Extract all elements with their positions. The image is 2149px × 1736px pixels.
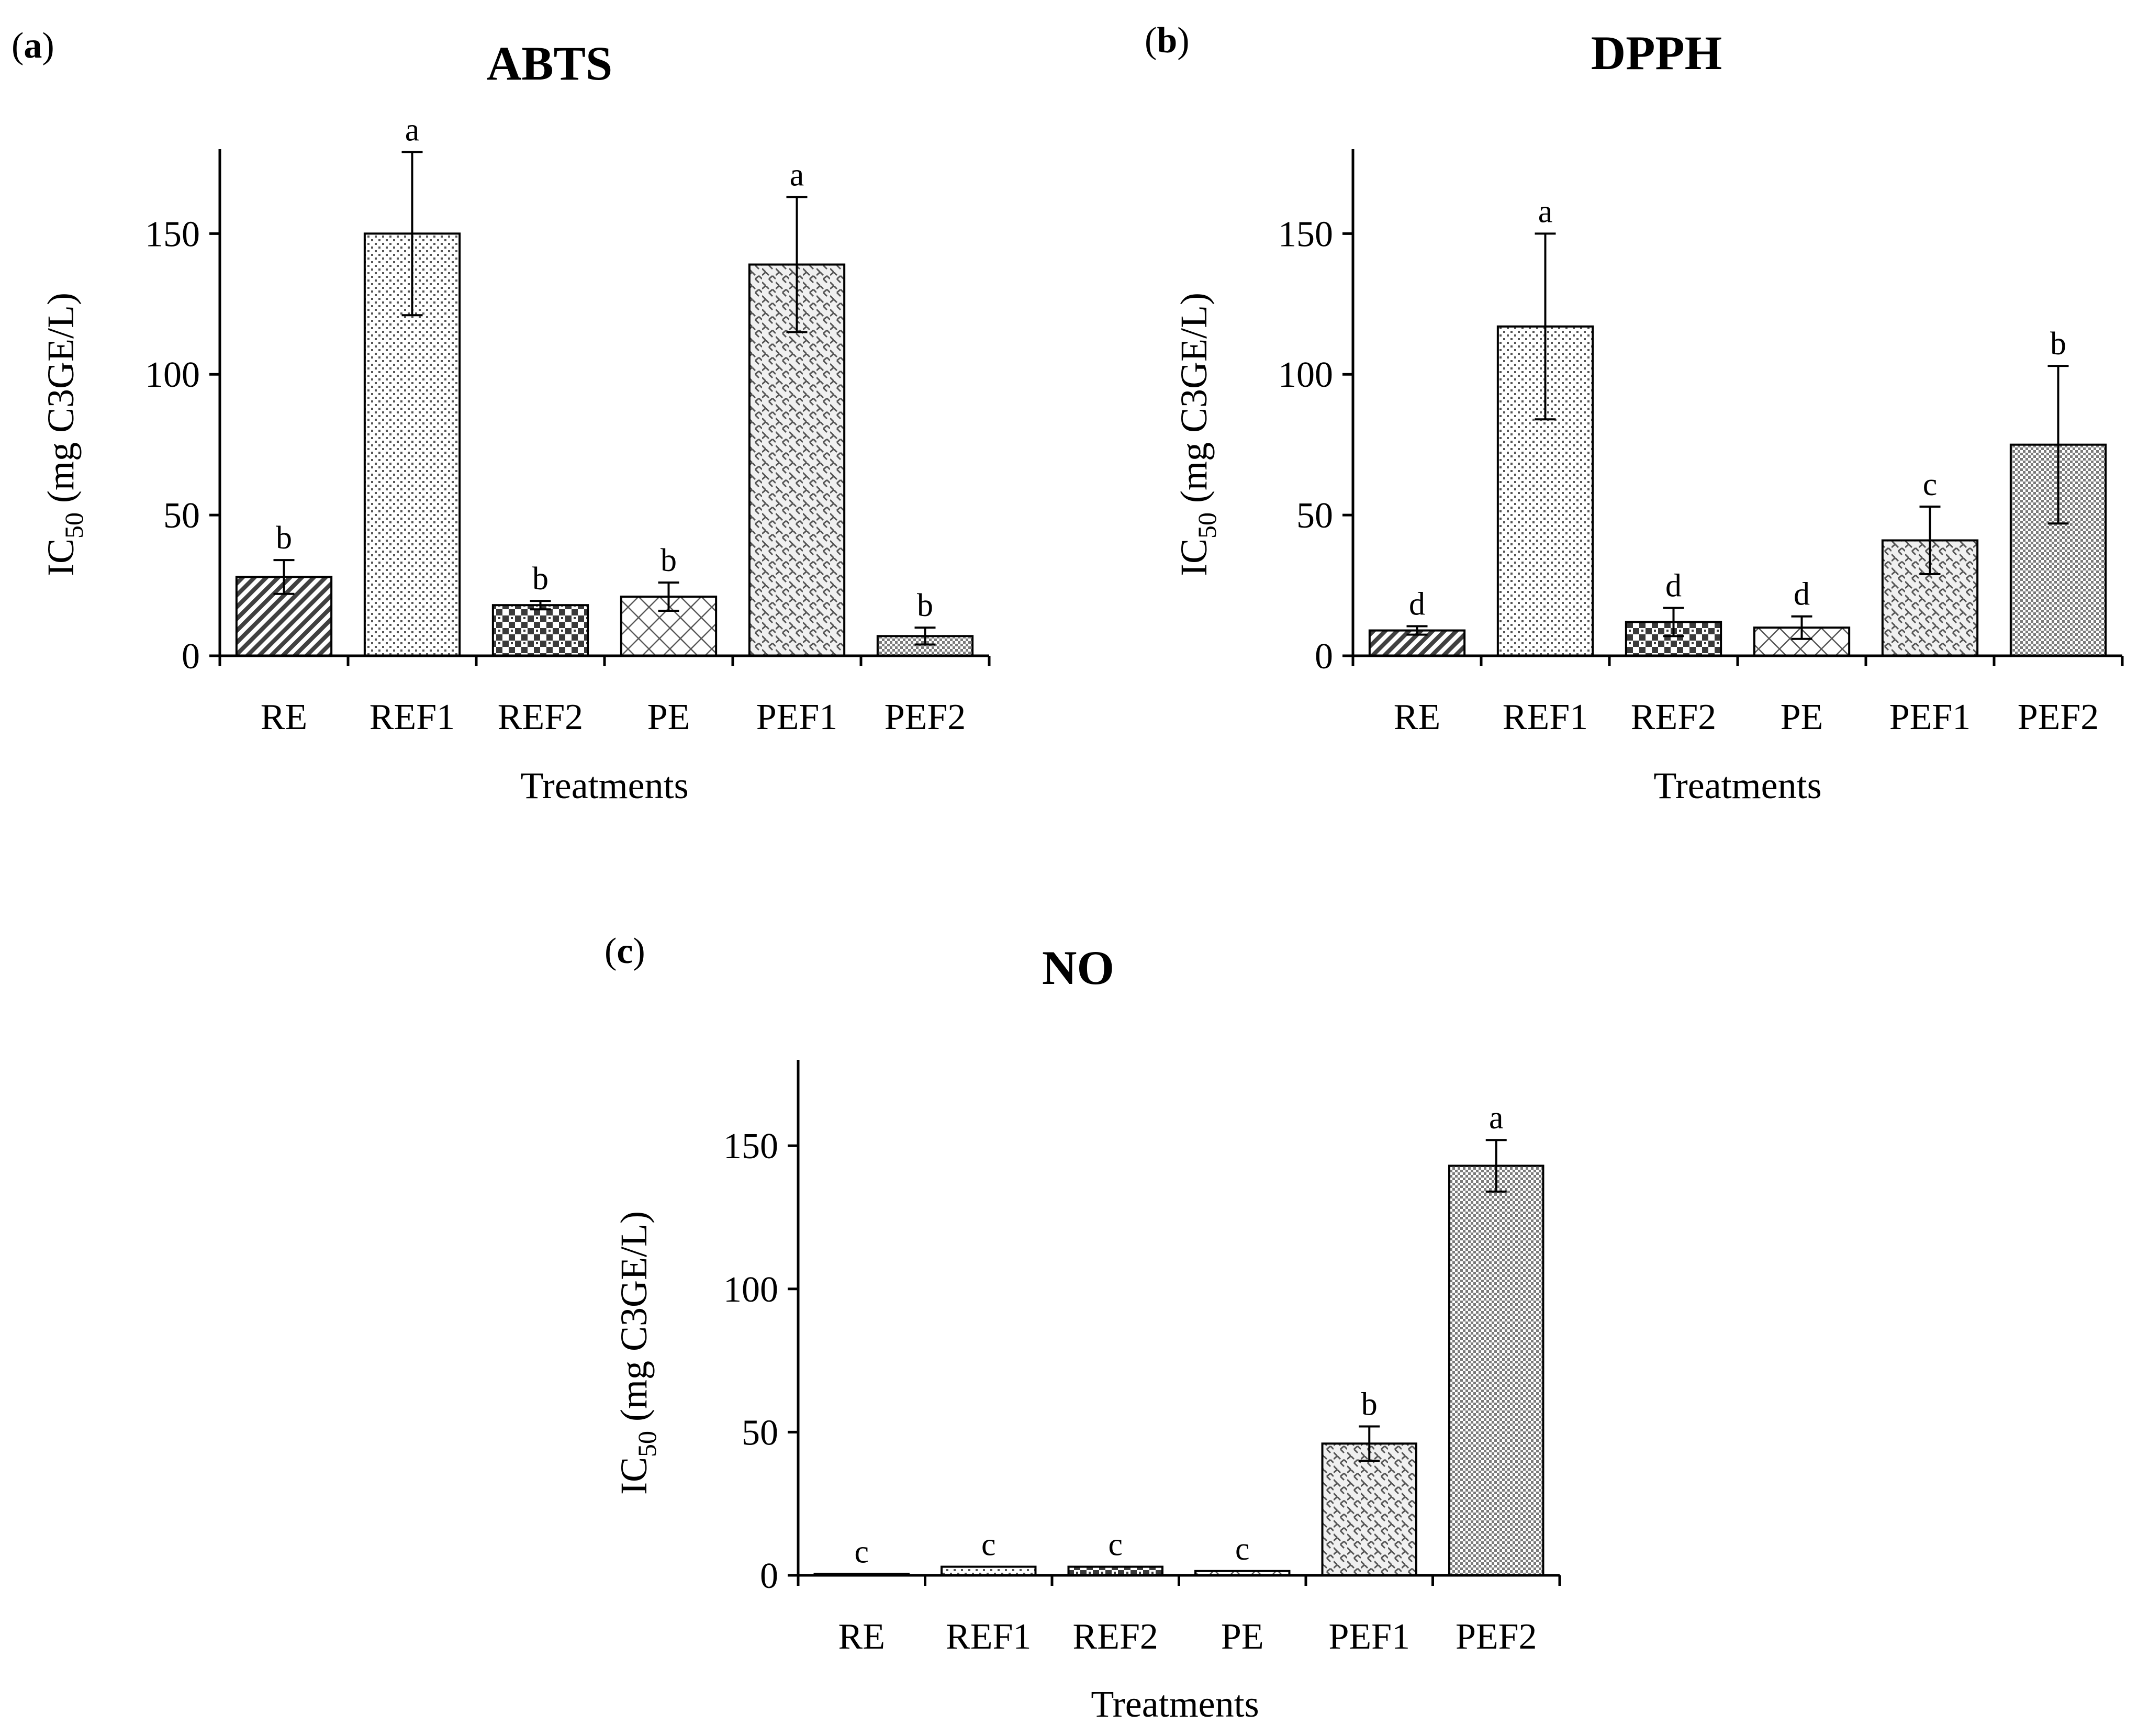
significance-letter: c: [1108, 1527, 1123, 1563]
significance-letter: c: [854, 1534, 869, 1570]
y-tick-label: 150: [723, 1126, 778, 1167]
significance-letter: a: [790, 157, 804, 193]
bar-pef2: [1448, 1164, 1544, 1576]
x-tick-label: REF1: [370, 697, 455, 737]
y-tick-label: 0: [1315, 636, 1333, 677]
x-axis-label: Treatments: [520, 765, 688, 807]
significance-letter: b: [532, 561, 549, 597]
bar-pef1: [1321, 1442, 1417, 1577]
x-tick-label: PEF2: [2018, 697, 2099, 737]
x-tick-label: RE: [261, 697, 307, 737]
y-axis-label: IC50 (mg C3GE/L): [613, 1211, 662, 1495]
x-tick-label: REF1: [946, 1617, 1031, 1657]
significance-letter: c: [1235, 1531, 1250, 1567]
y-axis-label: IC50 (mg C3GE/L): [1173, 293, 1222, 576]
y-axis-label: IC50 (mg C3GE/L): [40, 293, 88, 576]
significance-letter: b: [917, 588, 933, 623]
x-tick-label: PEF2: [1456, 1617, 1537, 1657]
significance-letter: a: [1538, 194, 1553, 229]
x-tick-label: PEF1: [1328, 1617, 1410, 1657]
x-tick-label: PEF2: [885, 697, 966, 737]
x-tick-label: REF2: [1073, 1617, 1158, 1657]
y-tick-label: 100: [723, 1270, 778, 1310]
bar-pe: [1753, 626, 1851, 657]
y-tick-label: 100: [145, 355, 200, 395]
bar-ref2: [491, 604, 589, 657]
x-tick-label: RE: [1394, 697, 1440, 737]
significance-letter: b: [2050, 326, 2066, 362]
x-tick-label: PE: [1781, 697, 1823, 737]
significance-letter: a: [1489, 1100, 1504, 1136]
significance-letter: d: [1409, 587, 1425, 622]
significance-letter: c: [981, 1527, 996, 1563]
significance-letter: c: [1923, 467, 1938, 502]
x-tick-label: RE: [838, 1617, 885, 1657]
y-tick-label: 150: [145, 214, 200, 254]
y-tick-label: 150: [1278, 214, 1333, 254]
significance-letter: d: [1794, 577, 1810, 612]
y-tick-label: 50: [1296, 496, 1333, 536]
significance-letter: b: [1361, 1386, 1378, 1422]
y-tick-label: 50: [163, 496, 200, 536]
y-tick-label: 0: [182, 636, 200, 677]
significance-letter: d: [1665, 568, 1682, 604]
chart-title: DPPH: [1591, 26, 1722, 80]
x-axis-label: Treatments: [1091, 1683, 1259, 1725]
x-tick-label: REF2: [1631, 697, 1716, 737]
significance-letter: b: [661, 543, 677, 578]
x-tick-label: PE: [1221, 1617, 1264, 1657]
x-tick-label: PEF1: [1889, 697, 1971, 737]
panel-label-a: (a): [12, 26, 54, 66]
y-tick-label: 100: [1278, 355, 1333, 395]
x-tick-label: PEF1: [756, 697, 838, 737]
panel-label-c: (c): [605, 931, 645, 971]
chart-no: (c) NO c RE c REF1 c REF2 c PE b PEF1 a PEF2 0 50 100 1…: [605, 931, 1561, 1725]
significance-letter: a: [405, 112, 420, 148]
x-tick-label: PE: [647, 697, 690, 737]
x-axis-label: Treatments: [1653, 765, 1821, 807]
x-tick-label: REF1: [1503, 697, 1588, 737]
chart-title: NO: [1042, 941, 1114, 994]
chart-abts: (a) ABTS b RE a REF1 b REF2 b PE a PEF1 b PEF2 0 50 10…: [12, 26, 991, 807]
y-tick-label: 0: [760, 1556, 778, 1596]
chart-dpph: (b) DPPH d RE a REF1 d REF2 d PE c PEF1 b PEF2 0 50 10…: [1145, 20, 2124, 807]
chart-title: ABTS: [487, 37, 612, 90]
significance-letter: b: [276, 520, 292, 556]
x-tick-label: REF2: [498, 697, 583, 737]
panel-label-b: (b): [1145, 20, 1190, 61]
y-tick-label: 50: [742, 1413, 778, 1453]
